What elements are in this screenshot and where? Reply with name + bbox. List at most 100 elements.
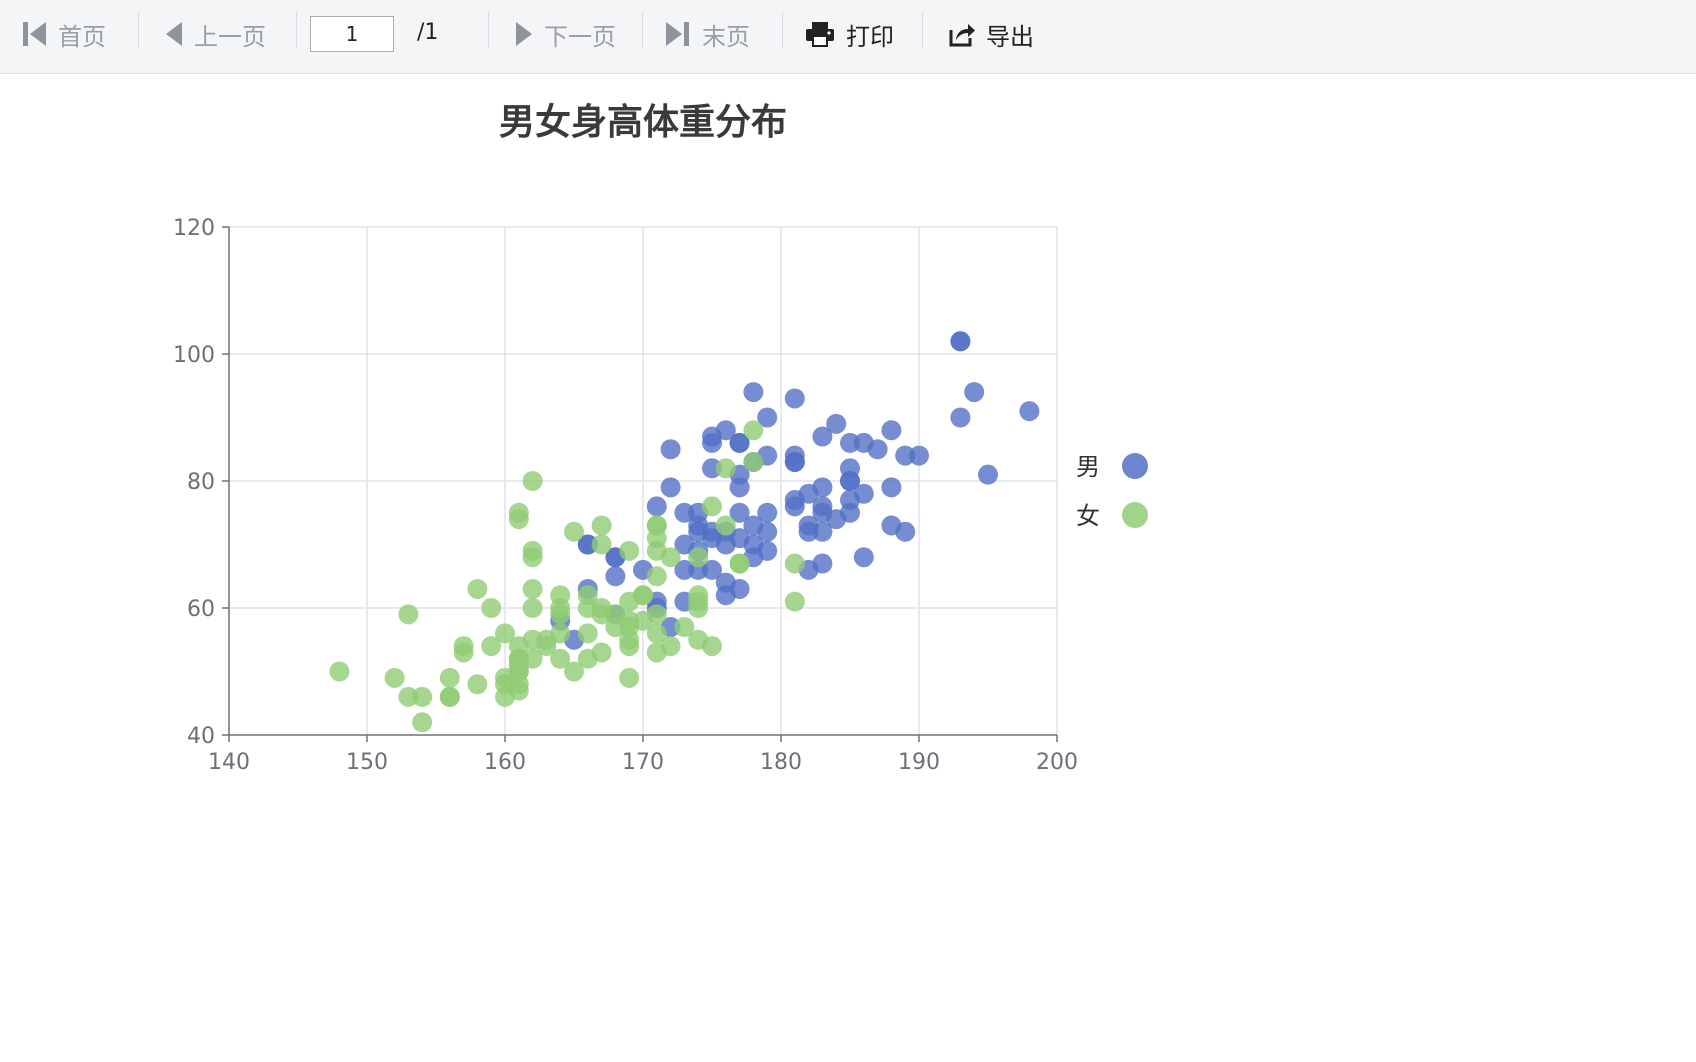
triangle-right-icon bbox=[516, 22, 532, 46]
scatter-point bbox=[412, 686, 433, 707]
scatter-point bbox=[660, 547, 681, 568]
legend-label: 女 bbox=[1076, 502, 1100, 530]
triangle-left-icon bbox=[166, 22, 182, 46]
toolbar-divider bbox=[782, 12, 783, 48]
scatter-point bbox=[715, 458, 736, 479]
scatter-point bbox=[522, 598, 543, 618]
scatter-point bbox=[826, 413, 847, 434]
scatter-point bbox=[398, 604, 419, 625]
scatter-point bbox=[964, 382, 985, 403]
export-button[interactable]: 导出 bbox=[948, 14, 1034, 54]
prev-page-button[interactable]: 上一页 bbox=[164, 14, 266, 54]
y-tick-label: 80 bbox=[187, 470, 215, 495]
scatter-point bbox=[564, 661, 584, 682]
first-page-icon bbox=[23, 22, 46, 46]
chart-title: 男女身高体重分布 bbox=[499, 102, 787, 143]
scatter-point bbox=[619, 540, 640, 561]
scatter-point bbox=[688, 598, 709, 618]
scatter-point bbox=[495, 686, 515, 707]
print-button[interactable]: 打印 bbox=[804, 14, 894, 54]
toolbar-divider bbox=[296, 12, 297, 48]
scatter-point bbox=[550, 648, 571, 669]
x-tick-label: 150 bbox=[346, 750, 388, 775]
scatter-point bbox=[757, 407, 778, 428]
scatter-point bbox=[467, 578, 488, 599]
scatter-point bbox=[646, 642, 667, 663]
grid-lines bbox=[229, 226, 1058, 735]
scatter-point bbox=[412, 712, 433, 733]
scatter-point bbox=[674, 559, 695, 580]
scatter-point bbox=[522, 578, 543, 599]
scatter-point bbox=[453, 642, 474, 663]
toolbar-divider bbox=[138, 12, 139, 48]
scatter-point bbox=[591, 515, 612, 536]
x-tick-label: 170 bbox=[622, 750, 664, 775]
scatter-point bbox=[715, 585, 736, 606]
scatter-point bbox=[398, 686, 419, 707]
scatter-point bbox=[715, 534, 736, 555]
toolbar-divider bbox=[642, 12, 643, 48]
scatter-point bbox=[1019, 401, 1040, 422]
scatter-point bbox=[605, 566, 626, 587]
scatter-point bbox=[729, 553, 750, 574]
scatter-point bbox=[605, 617, 626, 638]
scatter-point bbox=[840, 471, 860, 491]
scatter-point bbox=[481, 598, 502, 618]
scatter-point bbox=[467, 674, 488, 695]
export-icon bbox=[949, 24, 975, 47]
scatter-point bbox=[812, 426, 833, 447]
scatter-point bbox=[702, 559, 722, 580]
legend-marker[interactable] bbox=[1122, 502, 1148, 528]
x-tick-label: 180 bbox=[760, 750, 802, 775]
scatter-point bbox=[522, 547, 543, 568]
toolbar-divider bbox=[922, 12, 923, 48]
export-label: 导出 bbox=[986, 22, 1034, 51]
scatter-point bbox=[826, 509, 847, 530]
page-number-input[interactable] bbox=[310, 16, 394, 52]
scatter-point bbox=[674, 617, 695, 638]
y-tick-label: 100 bbox=[173, 343, 215, 368]
scatter-point bbox=[895, 445, 916, 466]
scatter-point bbox=[564, 521, 584, 542]
scatter-chart: 男女身高体重分布 140 150 160 170 180 190 2004060801001… bbox=[173, 102, 1148, 775]
scatter-point bbox=[895, 521, 916, 542]
y-tick-label: 120 bbox=[173, 216, 215, 241]
scatter-point bbox=[660, 439, 681, 460]
scatter-point bbox=[329, 661, 350, 682]
scatter-point bbox=[702, 432, 722, 453]
scatter-point bbox=[978, 464, 998, 485]
scatter-point bbox=[798, 521, 819, 542]
printer-icon bbox=[806, 22, 834, 47]
scatter-point bbox=[577, 534, 598, 555]
scatter-point bbox=[729, 502, 750, 523]
next-page-button[interactable]: 下一页 bbox=[514, 14, 616, 54]
scatter-point bbox=[619, 667, 640, 688]
scatter-point bbox=[784, 591, 805, 612]
data-points bbox=[329, 331, 1040, 733]
x-tick-label: 190 bbox=[898, 750, 940, 775]
prev-page-label: 上一页 bbox=[194, 22, 266, 51]
scatter-point bbox=[508, 509, 529, 530]
legend: 男女 bbox=[1076, 453, 1148, 530]
y-tick-label: 60 bbox=[187, 597, 215, 622]
page-total: /1 bbox=[417, 20, 439, 45]
last-page-button[interactable]: 末页 bbox=[664, 14, 750, 54]
scatter-point bbox=[881, 477, 902, 498]
scatter-point bbox=[591, 534, 612, 555]
scatter-point bbox=[757, 521, 778, 542]
scatter-point bbox=[784, 496, 805, 517]
scatter-point bbox=[688, 547, 709, 568]
first-page-button[interactable]: 首页 bbox=[20, 14, 106, 54]
scatter-point bbox=[950, 331, 971, 352]
x-tick-label: 200 bbox=[1036, 750, 1078, 775]
toolbar-divider bbox=[488, 12, 489, 48]
x-tick-label: 160 bbox=[484, 750, 526, 775]
scatter-point bbox=[881, 420, 902, 441]
x-tick-label: 140 bbox=[208, 750, 250, 775]
scatter-point bbox=[715, 515, 736, 536]
legend-marker[interactable] bbox=[1122, 453, 1148, 479]
scatter-point bbox=[702, 636, 722, 657]
scatter-point bbox=[646, 623, 667, 644]
scatter-point bbox=[439, 686, 460, 707]
scatter-point bbox=[495, 623, 515, 644]
